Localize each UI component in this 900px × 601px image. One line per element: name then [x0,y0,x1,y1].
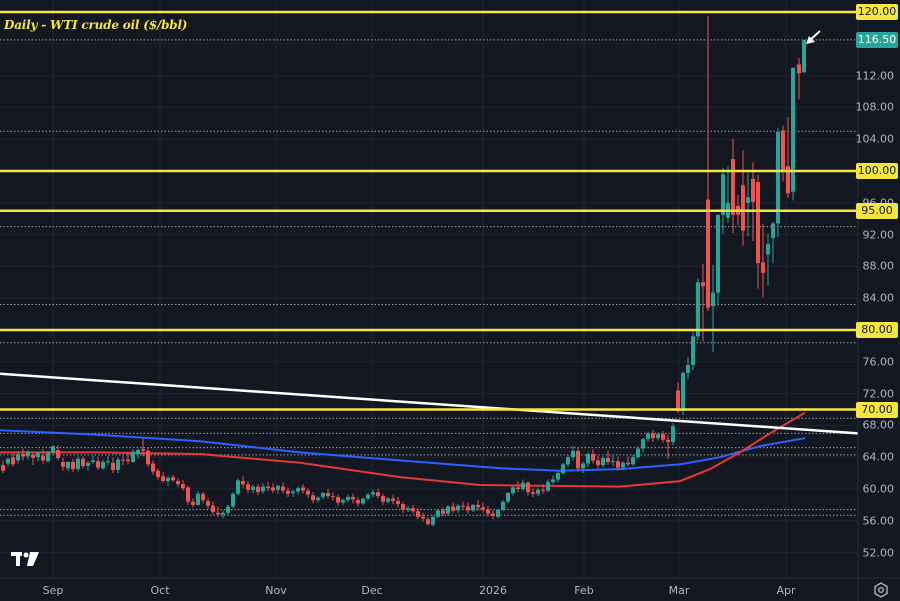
level-price-tag: 120.00 [856,4,898,20]
level-price-tag: 80.00 [856,322,898,338]
price-tick-label: 76.00 [862,355,895,369]
level-price-tag: 70.00 [856,401,898,418]
moving-average-line [0,429,806,472]
time-tick-label: Dec [361,584,383,597]
price-tick-label: 112.00 [855,69,895,83]
time-tick-label: Feb [574,584,594,597]
level-price-tag: 95.00 [856,202,898,219]
tradingview-logo-icon[interactable] [11,552,39,566]
moving-averages [0,411,806,488]
price-tick-label: 52.00 [862,546,895,560]
price-tick-label: 108.00 [855,100,895,114]
time-tick-label: Apr [776,584,796,597]
trendline[interactable] [0,372,859,435]
price-tick-label: 88.00 [862,259,895,273]
horizontal-levels[interactable] [0,10,858,411]
price-tick-label: 56.00 [862,514,895,528]
time-tick-label: 2026 [479,584,507,597]
moving-average-line [0,411,806,488]
price-tick-label: 64.00 [862,450,895,464]
chart-title: Daily - WTI crude oil ($/bbl) [4,18,188,32]
candles [1,15,806,527]
last-price-tag: 116.50 [856,31,898,48]
level-price-tag: 100.00 [856,163,898,179]
price-tick-label: 84.00 [862,291,895,305]
price-tick-label: 92.00 [862,228,895,242]
price-tick-label: 60.00 [862,482,895,496]
settings-gear-icon[interactable] [873,582,889,598]
time-tick-label: Nov [265,584,287,597]
time-tick-label: Sep [42,584,64,597]
arrow-icon [806,30,821,44]
price-tick-label: 72.00 [862,387,895,401]
price-tick-label: 104.00 [855,132,895,146]
time-tick-label: Mar [668,584,690,597]
time-tick-label: Oct [150,584,170,597]
price-tick-label: 68.00 [862,418,895,432]
